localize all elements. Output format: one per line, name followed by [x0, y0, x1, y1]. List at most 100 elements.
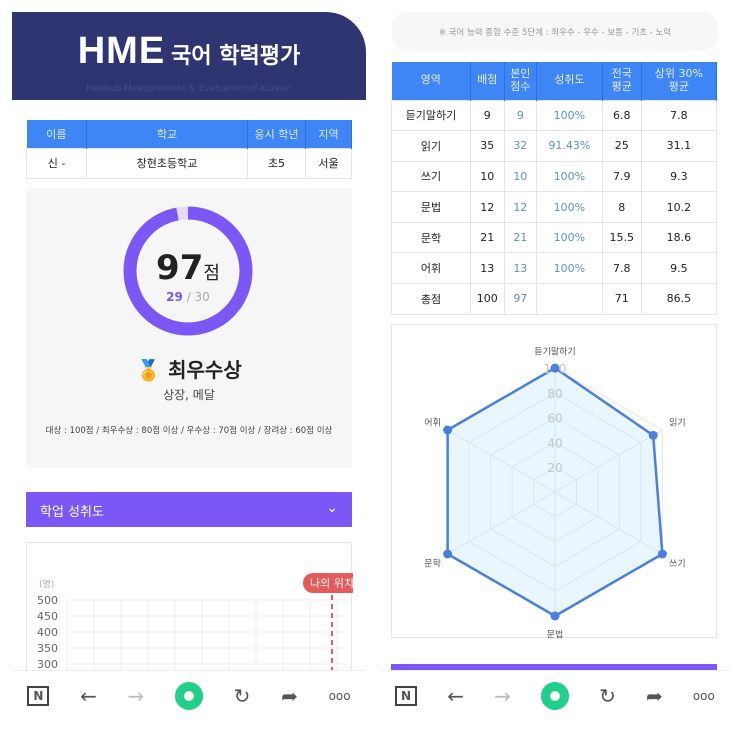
- results-cell: 21: [469, 221, 505, 254]
- results-cell: 9: [503, 99, 538, 132]
- score-count: 29 / 30: [166, 290, 210, 304]
- results-cell: 25: [601, 130, 642, 162]
- results-cell: 21: [503, 221, 538, 254]
- naver-icon[interactable]: N: [395, 685, 418, 706]
- results-cell: 7.9: [601, 160, 642, 193]
- y-tick-label: 300: [37, 658, 58, 671]
- table-row: 총점 100 97 71 86.5: [391, 283, 718, 315]
- y-unit: (명): [39, 579, 54, 590]
- table-row: 어휘 13 13 100% 7.8 9.5: [391, 252, 718, 285]
- y-tick-label: 500: [37, 594, 58, 607]
- results-cell: 15.5: [601, 221, 642, 254]
- header-subtitle: Haebub Measurement & Evaluation of Korea…: [86, 84, 292, 94]
- home-icon[interactable]: [174, 681, 203, 710]
- radar-axis-label: 문학: [424, 559, 441, 570]
- radar-tick-label: 20: [547, 461, 562, 475]
- results-header: 상위 30% 평균: [641, 62, 718, 100]
- y-tick-label: 350: [37, 642, 58, 655]
- results-cell: 6.8: [601, 99, 642, 132]
- section-title: 학업 성취도: [40, 505, 104, 520]
- radar-point: [657, 549, 667, 559]
- radar-spoke: [447, 491, 556, 555]
- table-row: 쓰기 10 10 100% 7.9 9.3: [391, 160, 718, 193]
- results-cell: 7.8: [640, 99, 718, 132]
- score-ring: [123, 206, 253, 336]
- results-cell: 10: [503, 160, 538, 193]
- results-header: 배점: [470, 62, 505, 100]
- browser-toolbar-left: N ← → ↻ ➦ ooo: [12, 670, 366, 720]
- section-toggle[interactable]: 학업 성취도 ⌄: [26, 492, 352, 527]
- back-icon[interactable]: ←: [447, 683, 464, 708]
- radar-tick-label: 80: [547, 387, 562, 401]
- radar-spoke: [554, 429, 663, 493]
- radar-point: [550, 363, 560, 373]
- results-cell: 8: [601, 191, 642, 223]
- results-cell: 97: [503, 283, 538, 315]
- results-cell: 100%: [536, 99, 603, 132]
- medal-icon: 🏅: [136, 358, 162, 382]
- col-school: 학교: [86, 120, 248, 148]
- brand-logo: HME: [77, 30, 166, 72]
- results-cell: 듣기말하기: [391, 99, 471, 132]
- page-title: 국어 학력평가: [171, 44, 301, 69]
- more-icon[interactable]: ooo: [692, 688, 715, 703]
- results-cell: 읽기: [391, 130, 471, 162]
- results-cell: [536, 283, 603, 315]
- table-row: 듣기말하기 9 9 100% 6.8 7.8: [391, 99, 718, 132]
- share-icon[interactable]: ➦: [281, 683, 298, 708]
- table-row: 문법 12 12 100% 8 10.2: [391, 191, 718, 223]
- more-icon[interactable]: ooo: [328, 688, 351, 703]
- my-position-badge: [303, 573, 361, 593]
- award: 🏅 최우수상: [136, 358, 242, 382]
- back-icon[interactable]: ←: [80, 683, 97, 708]
- student-name: 신 -: [26, 147, 87, 179]
- results-cell: 9.5: [640, 252, 718, 285]
- share-icon[interactable]: ➦: [645, 683, 663, 708]
- level-note: ※ 국어 능력 종합 수준 5단계 : 최우수 - 우수 - 보통 - 기초 -…: [392, 12, 718, 50]
- reload-icon[interactable]: ↻: [233, 683, 251, 708]
- col-grade: 응시 학년: [247, 120, 306, 148]
- results-cell: 100%: [536, 191, 603, 223]
- award-criteria: 대상 : 100점 / 최우수상 : 80점 이상 / 우수상 : 70점 이상…: [45, 426, 333, 436]
- results-table: 영역 배점 본인 점수 성취도 전국 평균 상위 30% 평균 듣기말하기 9 9 100% 6.…: [391, 62, 718, 315]
- radar-point: [550, 611, 560, 621]
- browser-toolbar-right: N ← → ↻ ➦ ooo: [380, 670, 730, 720]
- radar-tick-label: 60: [547, 412, 562, 426]
- radar-axis-label: 읽기: [669, 417, 686, 428]
- results-cell: 100%: [536, 221, 603, 254]
- forward-icon[interactable]: →: [127, 683, 145, 708]
- results-cell: 86.5: [640, 283, 718, 315]
- results-cell: 18.6: [640, 221, 718, 254]
- radar-point: [443, 425, 453, 435]
- home-icon[interactable]: [540, 681, 569, 710]
- results-cell: 71: [601, 283, 642, 315]
- table-row: 읽기 35 32 91.43% 25 31.1: [391, 130, 718, 162]
- score-value: 97점: [156, 248, 220, 288]
- grade: 초5: [247, 147, 306, 179]
- radar-point: [443, 549, 453, 559]
- reload-icon[interactable]: ↻: [599, 683, 616, 708]
- results-cell: 문학: [391, 221, 471, 254]
- forward-icon[interactable]: →: [494, 683, 511, 708]
- section-header-partial: [391, 664, 717, 672]
- radar-point: [648, 430, 658, 440]
- y-tick-label: 400: [37, 626, 58, 639]
- radar-axis-label: 문법: [547, 629, 564, 639]
- radar-axis-label: 듣기말하기: [534, 346, 575, 358]
- results-header: 성취도: [536, 62, 603, 100]
- results-cell: 어휘: [391, 252, 471, 285]
- table-row: 문학 21 21 100% 15.5 18.6: [391, 221, 718, 254]
- results-cell: 100%: [536, 252, 603, 285]
- school: 창현초등학교: [86, 147, 248, 179]
- results-header: 영역: [391, 62, 471, 100]
- award-reward: 상장, 메달: [163, 388, 215, 402]
- results-cell: 9.3: [640, 160, 718, 193]
- radar-axis-label: 쓰기: [669, 559, 686, 570]
- distribution-chart: (명) 500 450 400 350 300 나의 위치: [26, 542, 361, 683]
- results-cell: 10: [469, 160, 505, 193]
- naver-icon[interactable]: N: [27, 685, 50, 706]
- results-cell: 10.2: [640, 191, 718, 223]
- col-region: 지역: [305, 120, 352, 148]
- chevron-down-icon: ⌄: [326, 500, 338, 516]
- results-cell: 100%: [536, 160, 603, 193]
